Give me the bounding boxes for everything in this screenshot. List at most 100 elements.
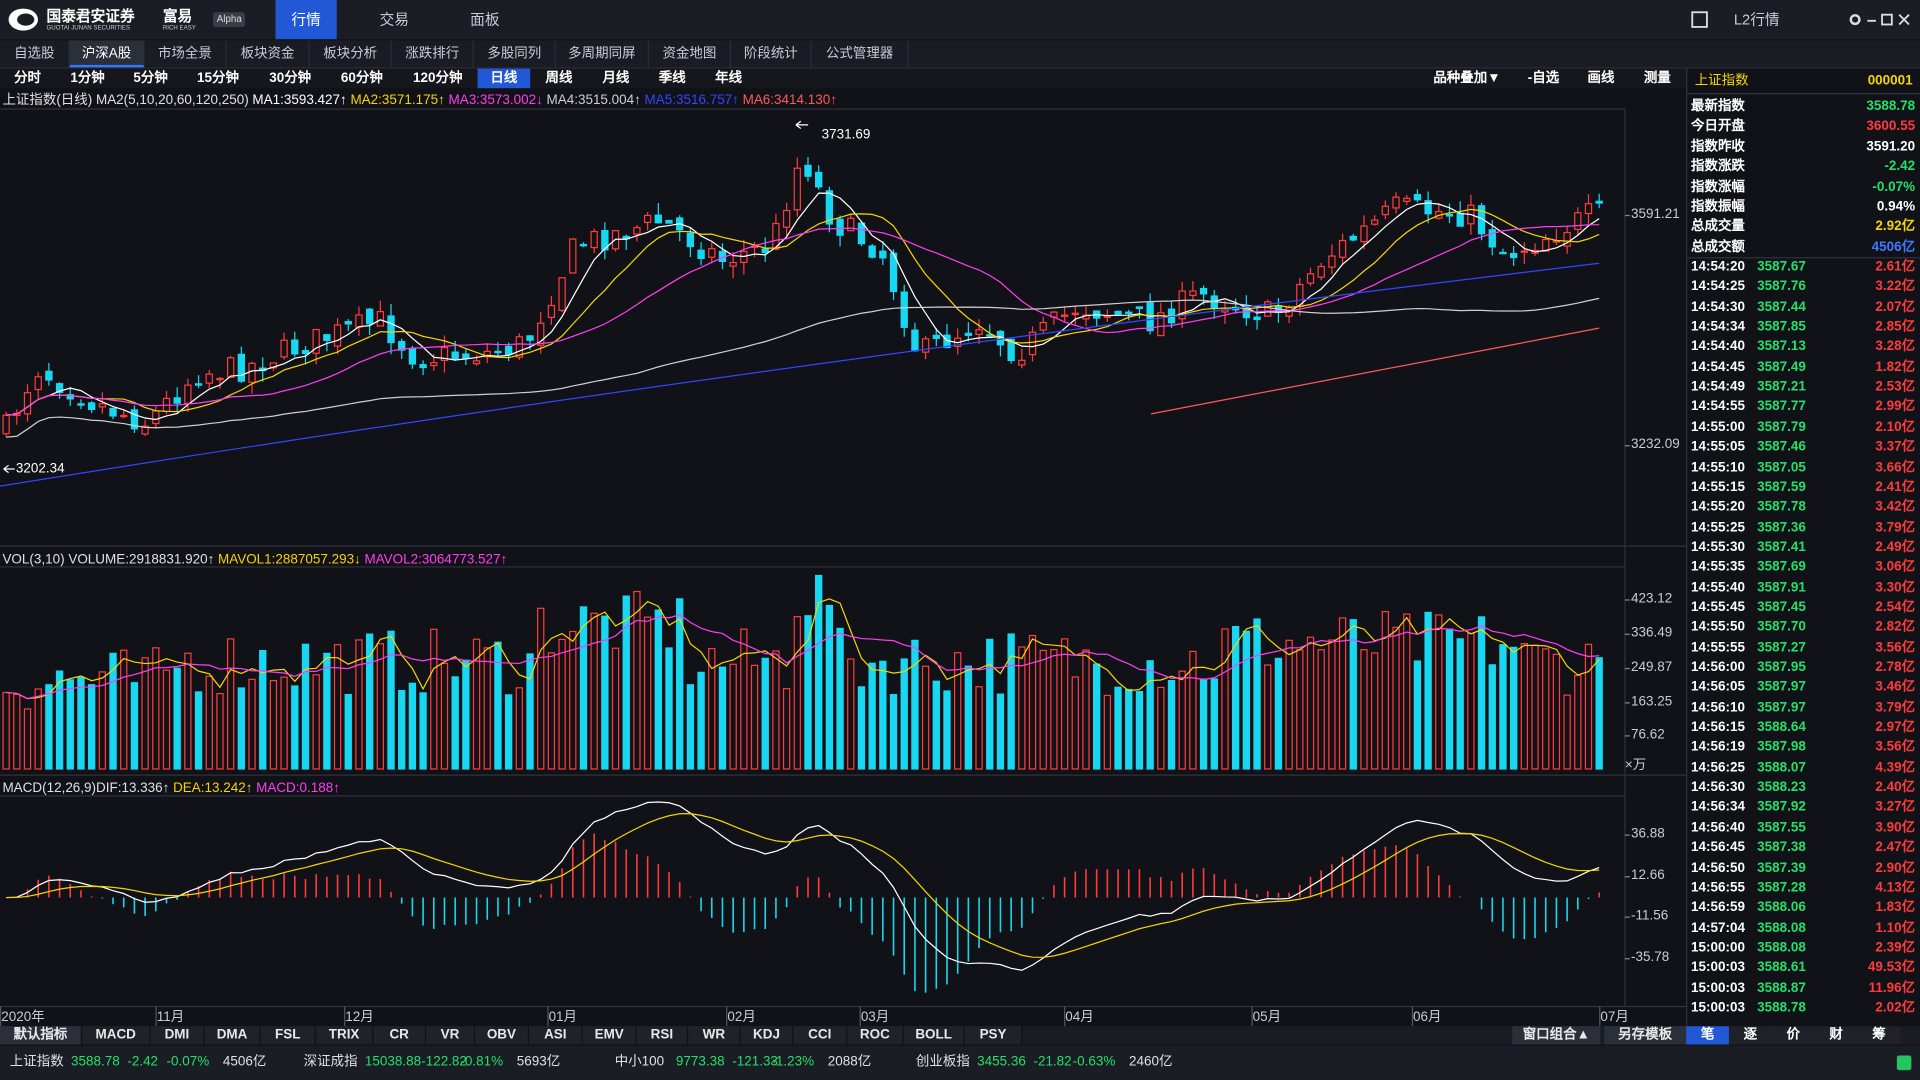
side-tab[interactable]: 筹 bbox=[1857, 1026, 1901, 1045]
candle-body bbox=[1060, 314, 1069, 317]
nav-item[interactable]: 市场全景 bbox=[144, 40, 227, 68]
template-button[interactable]: 窗口组合▲ bbox=[1512, 1026, 1601, 1045]
volume-bar bbox=[921, 665, 930, 770]
tool-button[interactable]: 测量 bbox=[1643, 71, 1671, 86]
candle-body bbox=[248, 362, 256, 383]
tick-time: 14:55:50 bbox=[1691, 619, 1745, 635]
tool-button[interactable]: 画线 bbox=[1587, 71, 1615, 86]
side-tab[interactable]: 逐 bbox=[1728, 1026, 1772, 1045]
top-tab[interactable]: 面板 bbox=[470, 11, 500, 29]
status-name[interactable]: 深证成指 bbox=[303, 1054, 358, 1069]
tool-button[interactable]: -自选 bbox=[1527, 71, 1560, 86]
volume-bar bbox=[355, 639, 363, 770]
nav-item[interactable]: 沪深A股 bbox=[69, 40, 145, 68]
period-item[interactable]: 1分钟 bbox=[70, 71, 105, 86]
indicator-tab[interactable]: ASI bbox=[528, 1026, 583, 1045]
nav-item[interactable]: 涨跌排行 bbox=[392, 40, 474, 68]
period-item[interactable]: 15分钟 bbox=[196, 71, 239, 86]
nav-item[interactable]: 多周期同屏 bbox=[556, 40, 649, 68]
macd-axis-label: -11.56 bbox=[1631, 908, 1669, 924]
side-tab[interactable]: 价 bbox=[1771, 1026, 1815, 1045]
volume-unit: ×万 bbox=[1624, 757, 1647, 773]
period-item[interactable]: 60分钟 bbox=[340, 71, 383, 86]
quote-label: 指数涨幅 bbox=[1691, 179, 1745, 195]
indicator-tab[interactable]: PSY bbox=[964, 1026, 1023, 1045]
tick-volume: 2.49亿 bbox=[1875, 539, 1916, 555]
volume-bar bbox=[708, 647, 716, 770]
indicator-tab[interactable]: 默认指标 bbox=[0, 1026, 83, 1045]
low-label: 3202.34 bbox=[15, 461, 65, 477]
candle-body bbox=[1306, 273, 1315, 284]
period-item[interactable]: 120分钟 bbox=[413, 71, 463, 86]
indicator-tab[interactable]: DMI bbox=[150, 1026, 205, 1045]
volume-bar bbox=[194, 691, 203, 770]
indicator-tab[interactable]: CCI bbox=[793, 1026, 848, 1045]
side-tab[interactable]: 财 bbox=[1814, 1026, 1858, 1045]
indicator-tab[interactable]: ROC bbox=[847, 1026, 904, 1045]
date-label: 11月 bbox=[156, 1010, 185, 1025]
period-item[interactable]: 周线 bbox=[545, 71, 573, 86]
quote-label: 指数昨收 bbox=[1691, 139, 1745, 155]
volume-bar bbox=[323, 652, 331, 770]
indicator-tab[interactable]: EMV bbox=[582, 1026, 637, 1045]
indicator-tab[interactable]: KDJ bbox=[740, 1026, 794, 1045]
indicator-tab[interactable]: CR bbox=[373, 1026, 427, 1045]
side-tab[interactable]: 笔 bbox=[1686, 1026, 1729, 1045]
status-change: -122.82 bbox=[421, 1054, 467, 1069]
candle-body bbox=[1509, 252, 1518, 259]
candle-body bbox=[440, 346, 449, 362]
candle-body bbox=[408, 348, 417, 365]
nav-item[interactable]: 板块分析 bbox=[310, 40, 392, 68]
period-item[interactable]: 30分钟 bbox=[269, 71, 312, 86]
date-label: 02月 bbox=[727, 1010, 756, 1025]
side-panel bbox=[1686, 68, 1920, 1027]
marker-arrow bbox=[3, 464, 15, 474]
indicator-tab[interactable]: DMA bbox=[204, 1026, 261, 1045]
candle-body bbox=[1328, 255, 1336, 268]
tick-price: 3588.08 bbox=[1757, 920, 1806, 935]
volume-bar bbox=[1103, 694, 1112, 770]
candle-body bbox=[376, 310, 385, 327]
nav-item[interactable]: 公式管理器 bbox=[812, 40, 909, 68]
period-item[interactable]: 5分钟 bbox=[133, 71, 168, 86]
candle-body bbox=[472, 360, 481, 365]
period-item[interactable]: 月线 bbox=[602, 71, 630, 86]
volume-bar bbox=[1082, 649, 1090, 770]
tick-time: 14:54:40 bbox=[1691, 339, 1745, 355]
period-item[interactable]: 年线 bbox=[715, 71, 743, 86]
indicator-tab[interactable]: VR bbox=[426, 1026, 476, 1045]
nav-item[interactable]: 多股同列 bbox=[474, 40, 556, 68]
high-label: 3731.69 bbox=[821, 127, 871, 143]
status-name[interactable]: 中小100 bbox=[614, 1054, 665, 1069]
period-item[interactable]: 分时 bbox=[14, 71, 42, 86]
nav-item[interactable]: 自选股 bbox=[0, 40, 70, 68]
indicator-tab[interactable]: WR bbox=[688, 1026, 741, 1045]
candle-body bbox=[34, 376, 42, 391]
tick-price: 3587.59 bbox=[1757, 479, 1806, 495]
tool-button[interactable]: 品种叠加▼ bbox=[1433, 71, 1501, 86]
indicator-tab[interactable]: RSI bbox=[636, 1026, 689, 1045]
candle-body bbox=[1039, 321, 1047, 331]
tick-time: 15:00:03 bbox=[1691, 1000, 1745, 1016]
indicator-tab[interactable]: BOLL bbox=[903, 1026, 965, 1045]
indicator-tab[interactable]: OBV bbox=[475, 1026, 529, 1045]
indicator-tab[interactable]: MACD bbox=[82, 1026, 151, 1045]
candle-body bbox=[579, 243, 588, 247]
icon-shape bbox=[1896, 1055, 1912, 1071]
legend-item: MAVOL1:2887057.293↓ bbox=[218, 552, 361, 567]
top-tab[interactable]: 行情 bbox=[275, 0, 337, 40]
volume-bar bbox=[1542, 648, 1550, 770]
top-right-label[interactable]: L2行情 bbox=[1733, 11, 1780, 29]
status-name[interactable]: 创业板指 bbox=[915, 1054, 970, 1069]
status-name[interactable]: 上证指数 bbox=[9, 1054, 64, 1069]
template-button[interactable]: 另存模板 bbox=[1604, 1026, 1687, 1045]
top-tab[interactable]: 交易 bbox=[379, 11, 409, 29]
indicator-tab[interactable]: TRIX bbox=[315, 1026, 374, 1045]
period-item[interactable]: 日线 bbox=[477, 68, 531, 89]
nav-item[interactable]: 资金地图 bbox=[649, 40, 732, 68]
indicator-tab[interactable]: FSL bbox=[260, 1026, 316, 1045]
period-item[interactable]: 季线 bbox=[658, 71, 686, 86]
tick-time: 14:56:05 bbox=[1691, 680, 1745, 695]
nav-item[interactable]: 板块资金 bbox=[227, 40, 310, 68]
nav-item[interactable]: 阶段统计 bbox=[731, 40, 812, 68]
